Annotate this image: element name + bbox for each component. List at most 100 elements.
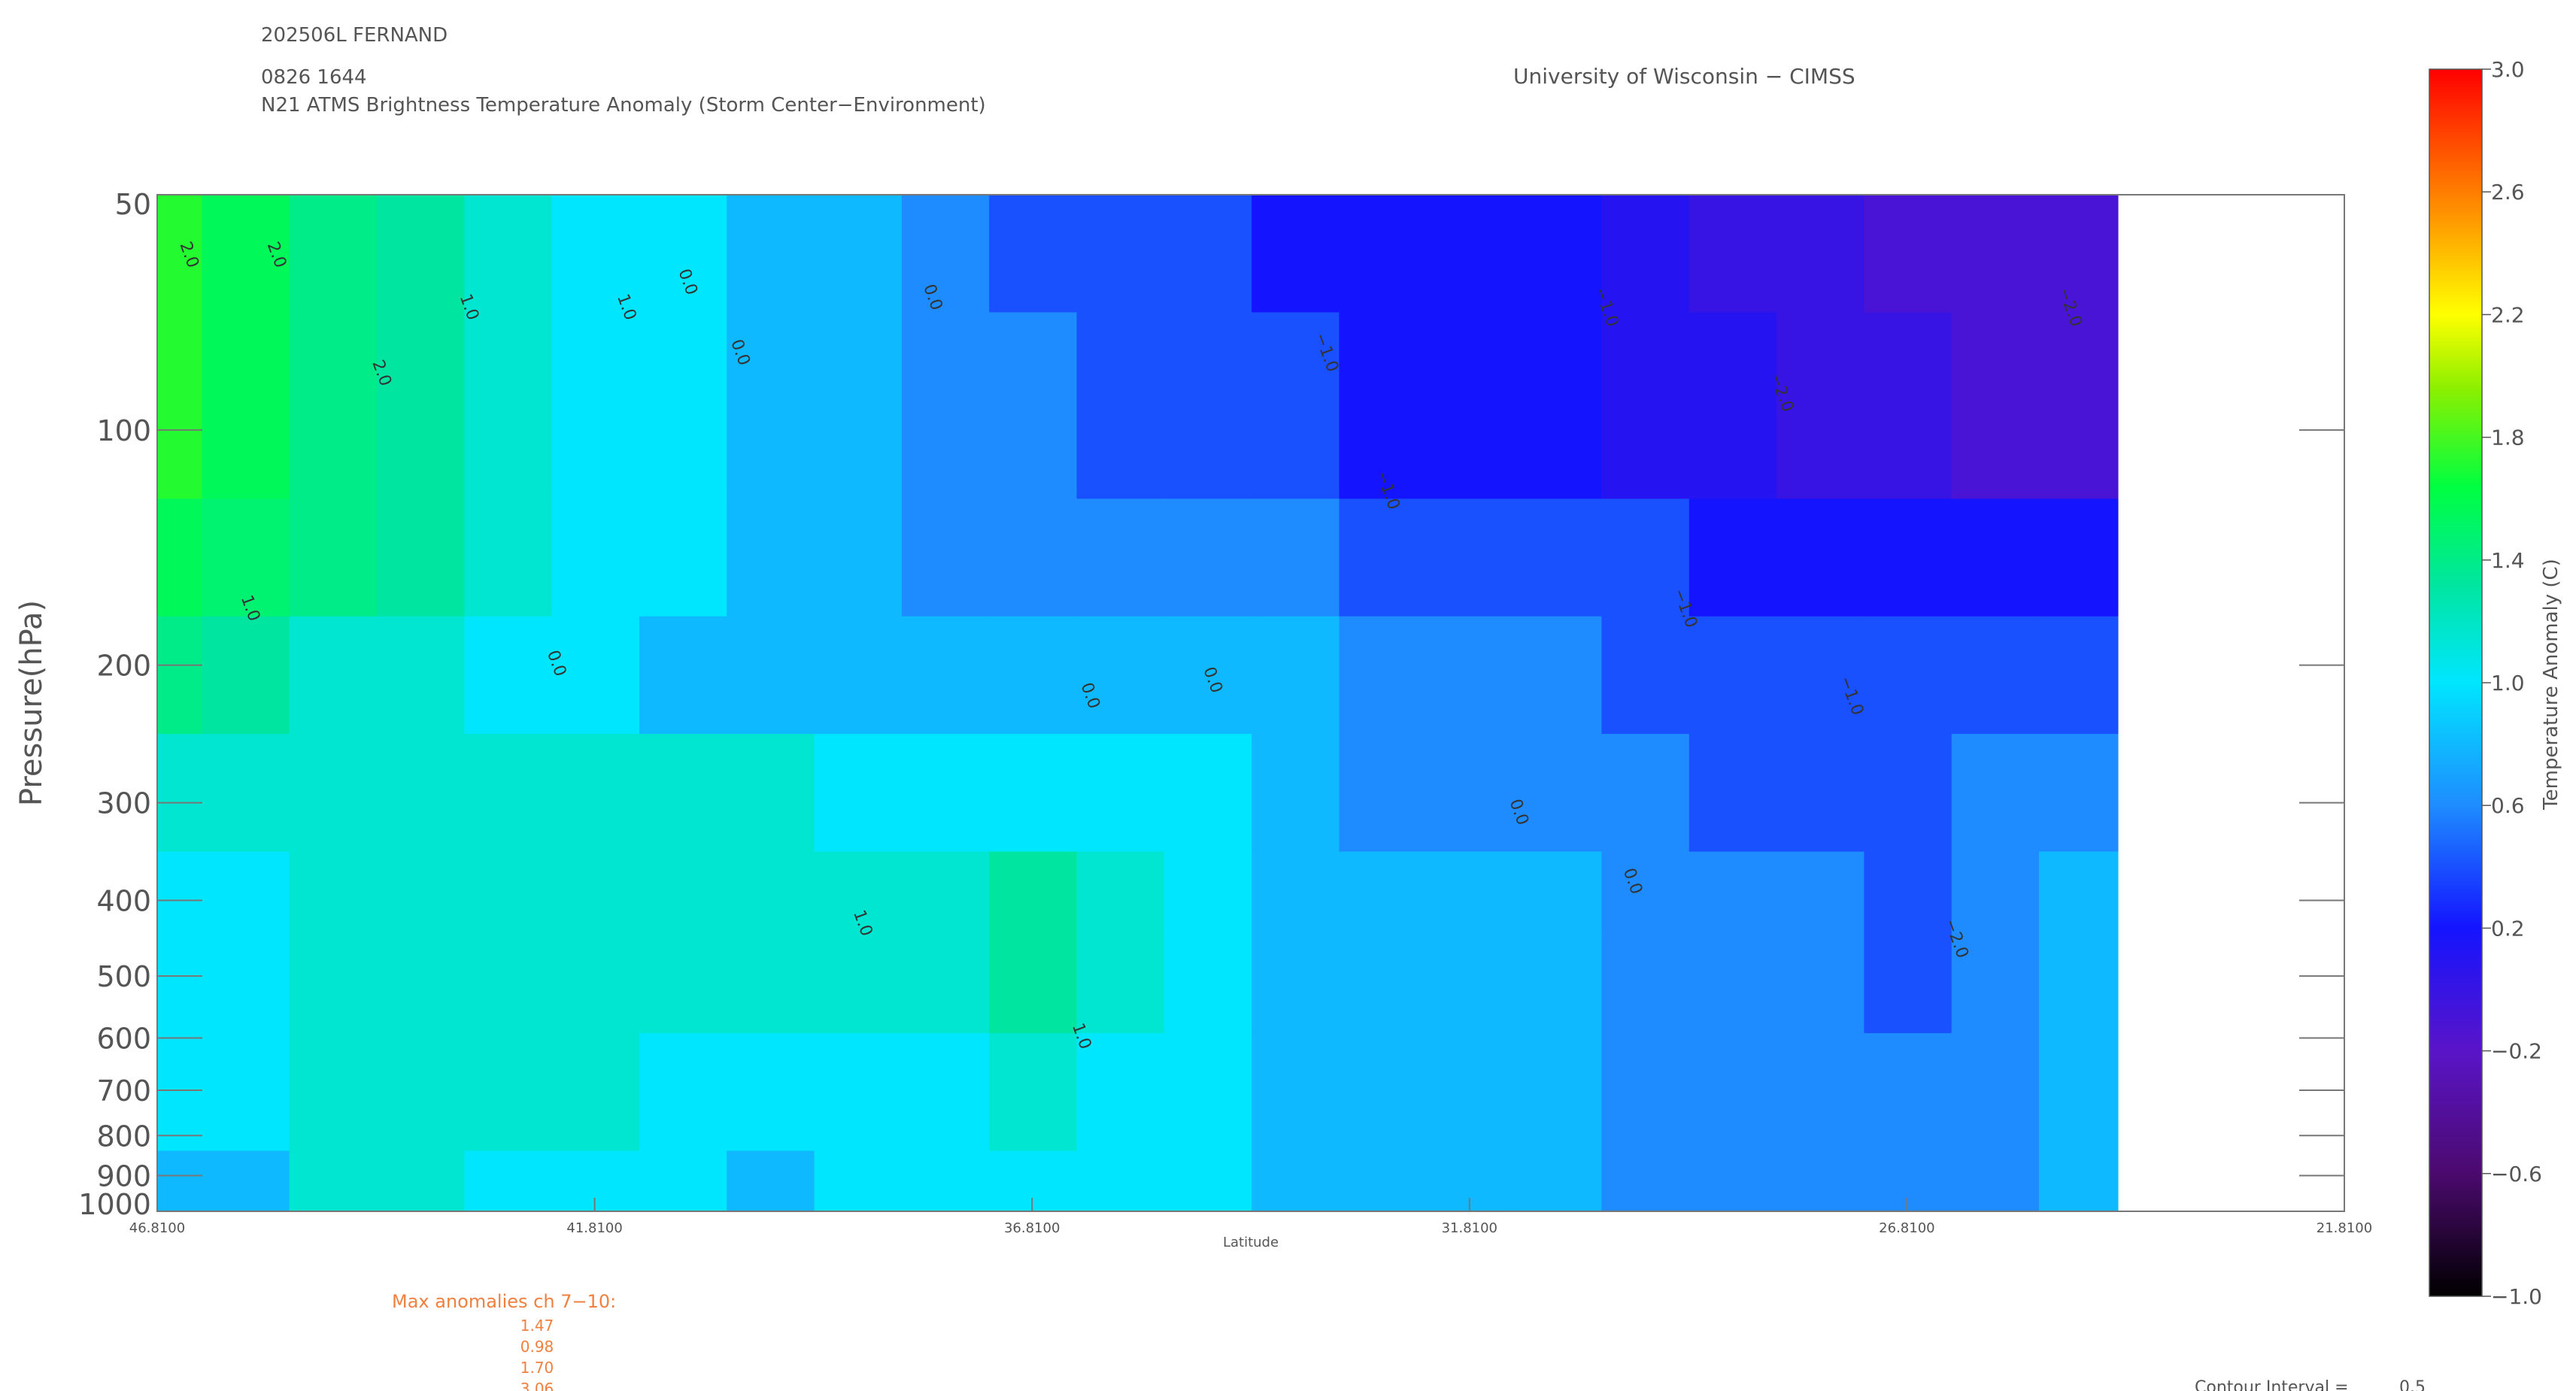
heatmap-cell [639,734,727,853]
heatmap-cell [157,1033,203,1152]
x-tick-label: 41.8100 [566,1220,622,1236]
heatmap-cell [1164,1033,1252,1152]
y-tick-label: 100 [96,414,151,447]
heatmap-cell [289,851,378,939]
heatmap-cell [1864,938,1952,1034]
heatmap-cell [814,734,903,853]
heatmap-cell [551,938,640,1034]
heatmap-cell [377,734,466,853]
heatmap-cell [464,616,553,735]
heatmap-cell [989,734,1078,853]
heatmap-cell [2039,734,2119,853]
heatmap-cell [2039,851,2119,939]
y-axis-label: Pressure(hPa) [14,600,49,806]
heatmap-cell [1339,195,1428,314]
heatmap-cell [814,312,903,500]
colorbar-tick-label: 1.8 [2491,426,2525,450]
heatmap-cell [1426,1033,1515,1152]
heatmap-cell [1689,195,1777,314]
heatmap-cell [289,499,378,617]
heatmap-cell [1951,734,2040,853]
heatmap-cell [1252,1150,1340,1211]
heatmap-cell [1951,616,2040,735]
heatmap-cell [377,851,466,939]
y-tick-label: 200 [96,650,151,683]
heatmap-cell [1426,851,1515,939]
heatmap-cell [157,1150,203,1211]
heatmap-cell [727,1033,815,1152]
heatmap-cell [2039,616,2119,735]
colorbar-tick-label: 2.6 [2491,180,2525,205]
max-anomalies-list: 1.47 0.98 1.70 3.06 [520,1317,554,1391]
heatmap-cell [377,1150,466,1211]
heatmap-cell [989,1150,1078,1211]
heatmap-cell [901,616,990,735]
heatmap-cell [1601,1150,1690,1211]
heatmap-cell [1076,734,1165,853]
heatmap-cell [1776,312,1865,500]
heatmap-cell [901,312,990,500]
heatmap-cell [1601,1033,1690,1152]
heatmap-cell [727,616,815,735]
heatmap-cell [1689,616,1777,735]
heatmap-cell [1776,195,1865,314]
heatmap-cell [1514,616,1603,735]
heatmap-cell [989,616,1078,735]
heatmap-cell [1864,734,1952,853]
heatmap-cell [2039,938,2119,1034]
heatmap-cell [1426,1150,1515,1211]
heatmap-cell [1076,938,1165,1034]
heatmap-cell [551,312,640,500]
heatmap-cell [464,1033,553,1152]
heatmap-cell [1776,1033,1865,1152]
heatmap-cell [202,195,290,314]
heatmap-cell [989,1033,1078,1152]
heatmap-cell [901,195,990,314]
heatmap-cell [157,851,203,939]
heatmap-cell [1601,499,1690,617]
colorbar-tick-label: 1.4 [2491,548,2525,573]
heatmap-cell [639,1033,727,1152]
heatmap-cell [1514,195,1603,314]
y-tick-label: 600 [96,1022,151,1055]
heatmap-cell [727,499,815,617]
heatmap-cell [989,851,1078,939]
heatmap-cell [377,312,466,500]
heatmap-cell [1514,499,1603,617]
heatmap-cell [639,938,727,1034]
heatmap-cell [639,851,727,939]
heatmap-cell [1864,851,1952,939]
heatmap-cell [901,734,990,853]
heatmap-cell [1951,499,2040,617]
heatmap-cell [202,734,290,853]
heatmap-cell [1252,851,1340,939]
heatmap-cell [1164,616,1252,735]
heatmap-cell [1426,499,1515,617]
heatmap-cell [202,312,290,500]
heatmap-cell [1076,499,1165,617]
x-tick-label: 36.8100 [1004,1220,1060,1236]
y-tick-label: 700 [96,1074,151,1108]
heatmap-cell [1164,938,1252,1034]
heatmap-cell [1339,851,1428,939]
heatmap-cell [1601,195,1690,314]
x-tick-label: 26.8100 [1879,1220,1934,1236]
heatmap-cell [551,1033,640,1152]
heatmap-cell [1339,312,1428,500]
heatmap-cell [1426,195,1515,314]
heatmap-cell [1776,938,1865,1034]
heatmap-cell [1252,938,1340,1034]
heatmap-cell [202,1033,290,1152]
heatmap-cell [1076,851,1165,939]
heatmap-cell [1776,734,1865,853]
heatmap-cell [1601,616,1690,735]
heatmap-cell [1252,195,1340,314]
heatmap-cell [1514,851,1603,939]
heatmap-cell [157,195,203,314]
heatmap-cell [2039,1033,2119,1152]
heatmap-cell [814,938,903,1034]
heatmap-cell [1864,616,1952,735]
heatmap-cell [1601,312,1690,500]
max-anomaly-value: 3.06 [520,1380,554,1391]
